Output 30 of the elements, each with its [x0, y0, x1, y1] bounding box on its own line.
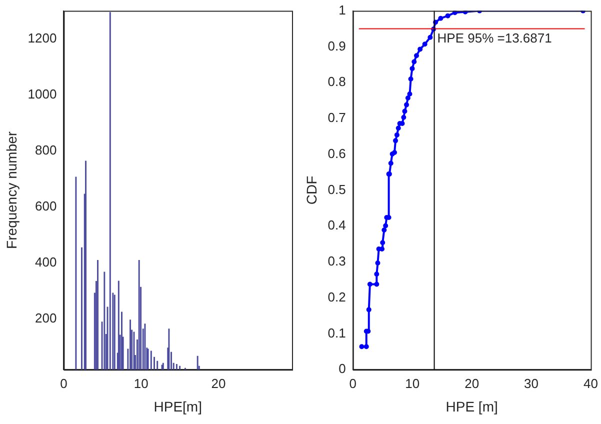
- y-tick-label: 0.6: [328, 146, 346, 161]
- x-tick-label: 10: [405, 376, 420, 391]
- x-tick-label: 10: [134, 376, 148, 391]
- y-tick-label: 1: [338, 2, 346, 18]
- y-tick-label: 0.2: [328, 289, 346, 304]
- y-tick-label: 0.7: [328, 110, 346, 126]
- x-axis-title: HPE[m]: [154, 398, 202, 414]
- y-tick-label: 1000: [28, 86, 57, 102]
- x-tick-label: 0: [60, 376, 68, 391]
- x-tick-label: 30: [524, 376, 539, 391]
- x-axis-title: HPE [m]: [446, 398, 498, 414]
- y-tick-label: 200: [35, 310, 57, 326]
- ref-line-label: HPE 95% =13.6871: [437, 30, 552, 46]
- x-tick-label: 20: [211, 376, 226, 391]
- x-tick-label: 20: [464, 376, 480, 391]
- y-tick-label: 0.1: [328, 325, 346, 340]
- y-tick-label: 800: [35, 142, 57, 158]
- x-tick-label: 0: [349, 376, 356, 391]
- y-tick-label: 0.4: [328, 218, 346, 233]
- x-tick-label: 40: [584, 376, 598, 391]
- y-tick-label: 0.3: [328, 254, 346, 269]
- y-axis-title: CDF: [303, 176, 320, 205]
- y-tick-label: 400: [35, 254, 57, 270]
- y-tick-label: 600: [35, 198, 57, 214]
- y-tick-label: 1200: [28, 30, 57, 46]
- y-tick-label: 0.9: [328, 38, 346, 54]
- y-tick-label: 0.5: [328, 182, 346, 197]
- y-tick-label: 0.8: [328, 74, 346, 90]
- y-axis-title: Frequency number: [3, 131, 20, 249]
- y-tick-label: 0: [338, 361, 346, 376]
